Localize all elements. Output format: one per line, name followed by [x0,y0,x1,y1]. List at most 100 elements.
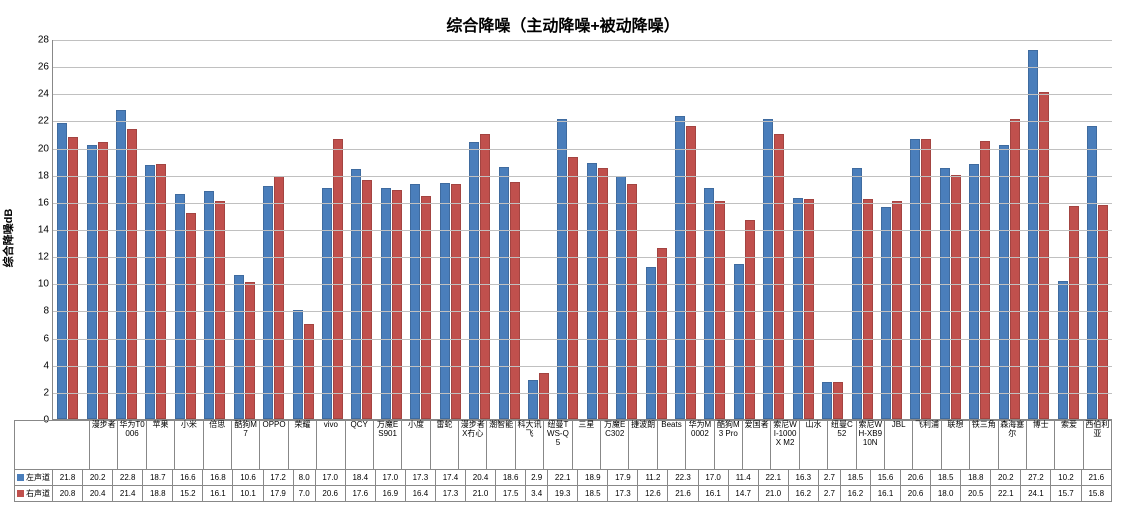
value-cell: 18.7 [143,470,173,486]
value-cell: 17.0 [315,470,345,486]
value-cell: 2.9 [526,470,548,486]
value-cell: 20.6 [901,470,931,486]
value-cell: 19.3 [548,486,578,502]
x-tick-label: 捷波朗 [629,421,657,469]
category-group [1053,206,1082,419]
bar [333,139,343,419]
x-tick-label: 漫步者 [90,421,118,469]
category-group [435,183,464,419]
y-tick-label: 20 [38,143,53,154]
bar [627,184,637,419]
category-group [877,201,906,420]
category-group [730,220,759,420]
category-group [494,167,523,419]
value-cell: 7.0 [293,486,315,502]
category-group [406,184,435,419]
bar [686,126,696,419]
value-cell: 17.6 [345,486,375,502]
grid-line [53,176,1112,177]
x-tick-label: 山水 [800,421,828,469]
x-tick-label: 索尼WH-XB910N [857,421,885,469]
x-tick-label: 索爱 [1055,421,1083,469]
x-tick-label: 雷蛇 [431,421,459,469]
value-cell: 2.7 [818,470,840,486]
value-cell: 17.0 [375,470,405,486]
grid-line [53,366,1112,367]
bar [910,139,920,419]
category-group [259,176,288,419]
bar [804,199,814,419]
value-cell: 3.4 [526,486,548,502]
category-group [200,191,229,419]
grid-line [53,393,1112,394]
table-row: 左声道21.820.222.818.716.616.810.617.28.017… [15,470,1112,486]
y-tick-label: 28 [38,35,53,46]
x-tick-label: 漫步者X冇心 [459,421,487,469]
value-cell: 8.0 [293,470,315,486]
value-cell: 17.0 [698,470,728,486]
bar [863,199,873,419]
value-cell: 16.1 [203,486,233,502]
x-tick-label: 索尼WI-1000X M2 [771,421,799,469]
grid-line [53,284,1112,285]
value-cell: 21.6 [1081,470,1112,486]
bar [322,188,332,419]
value-cell: 27.2 [1021,470,1051,486]
y-tick-label: 16 [38,197,53,208]
grid-line [53,230,1112,231]
category-group [53,123,82,419]
category-group [759,119,788,419]
grid-line [53,203,1112,204]
bar [587,163,597,420]
value-cell: 10.6 [233,470,263,486]
x-tick-label: QCY [346,421,374,469]
value-cell: 2.7 [818,486,840,502]
bar [999,145,1009,419]
x-tick-label: 博士 [1027,421,1055,469]
value-cell: 18.4 [345,470,375,486]
category-group [583,163,612,420]
value-cell: 20.4 [83,486,113,502]
value-cell: 17.3 [405,470,435,486]
x-tick-label: 华为M0002 [686,421,714,469]
x-tick-label: 铁三角 [970,421,998,469]
y-tick-label: 4 [43,360,53,371]
x-tick-label: 潮智能 [487,421,515,469]
category-group [1083,126,1112,419]
bar [1058,281,1068,419]
bar [263,186,273,419]
value-cell: 18.9 [578,470,608,486]
chart-container: 综合降噪（主动降噪+被动降噪） 综合降噪dB 02468101214161820… [0,0,1126,530]
value-cell: 24.1 [1021,486,1051,502]
bar [940,168,950,419]
value-cell: 21.6 [668,486,698,502]
x-tick-label: 三星 [573,421,601,469]
category-group [1024,50,1053,419]
bar [440,183,450,419]
y-tick-label: 14 [38,225,53,236]
bar [528,380,538,419]
bar [351,169,361,419]
x-tick-label: 森海塞尔 [999,421,1027,469]
value-cell: 17.9 [263,486,293,502]
value-cell: 22.8 [113,470,143,486]
y-tick-label: 18 [38,170,53,181]
bar [116,110,126,419]
value-cell: 18.5 [931,470,961,486]
x-tick-label: 酷狗M3 Pro [715,421,743,469]
bar [715,201,725,420]
bar [274,176,284,419]
category-group [671,116,700,419]
x-tick-label: 爱国者 [743,421,771,469]
legend-swatch [17,474,24,481]
x-axis-labels: 漫步者华为T0006苹果小米倍思酷狗M7OPPO荣耀vivoQCY万魔ES901… [52,421,1112,469]
value-cell: 12.6 [638,486,668,502]
bar [127,129,137,419]
x-tick-label: JBL [885,421,913,469]
y-tick-label: 26 [38,62,53,73]
category-group [230,275,259,419]
value-cell: 22.1 [991,486,1021,502]
value-cell: 11.2 [638,470,668,486]
value-cell: 18.8 [961,470,991,486]
x-tick-label: 联想 [942,421,970,469]
